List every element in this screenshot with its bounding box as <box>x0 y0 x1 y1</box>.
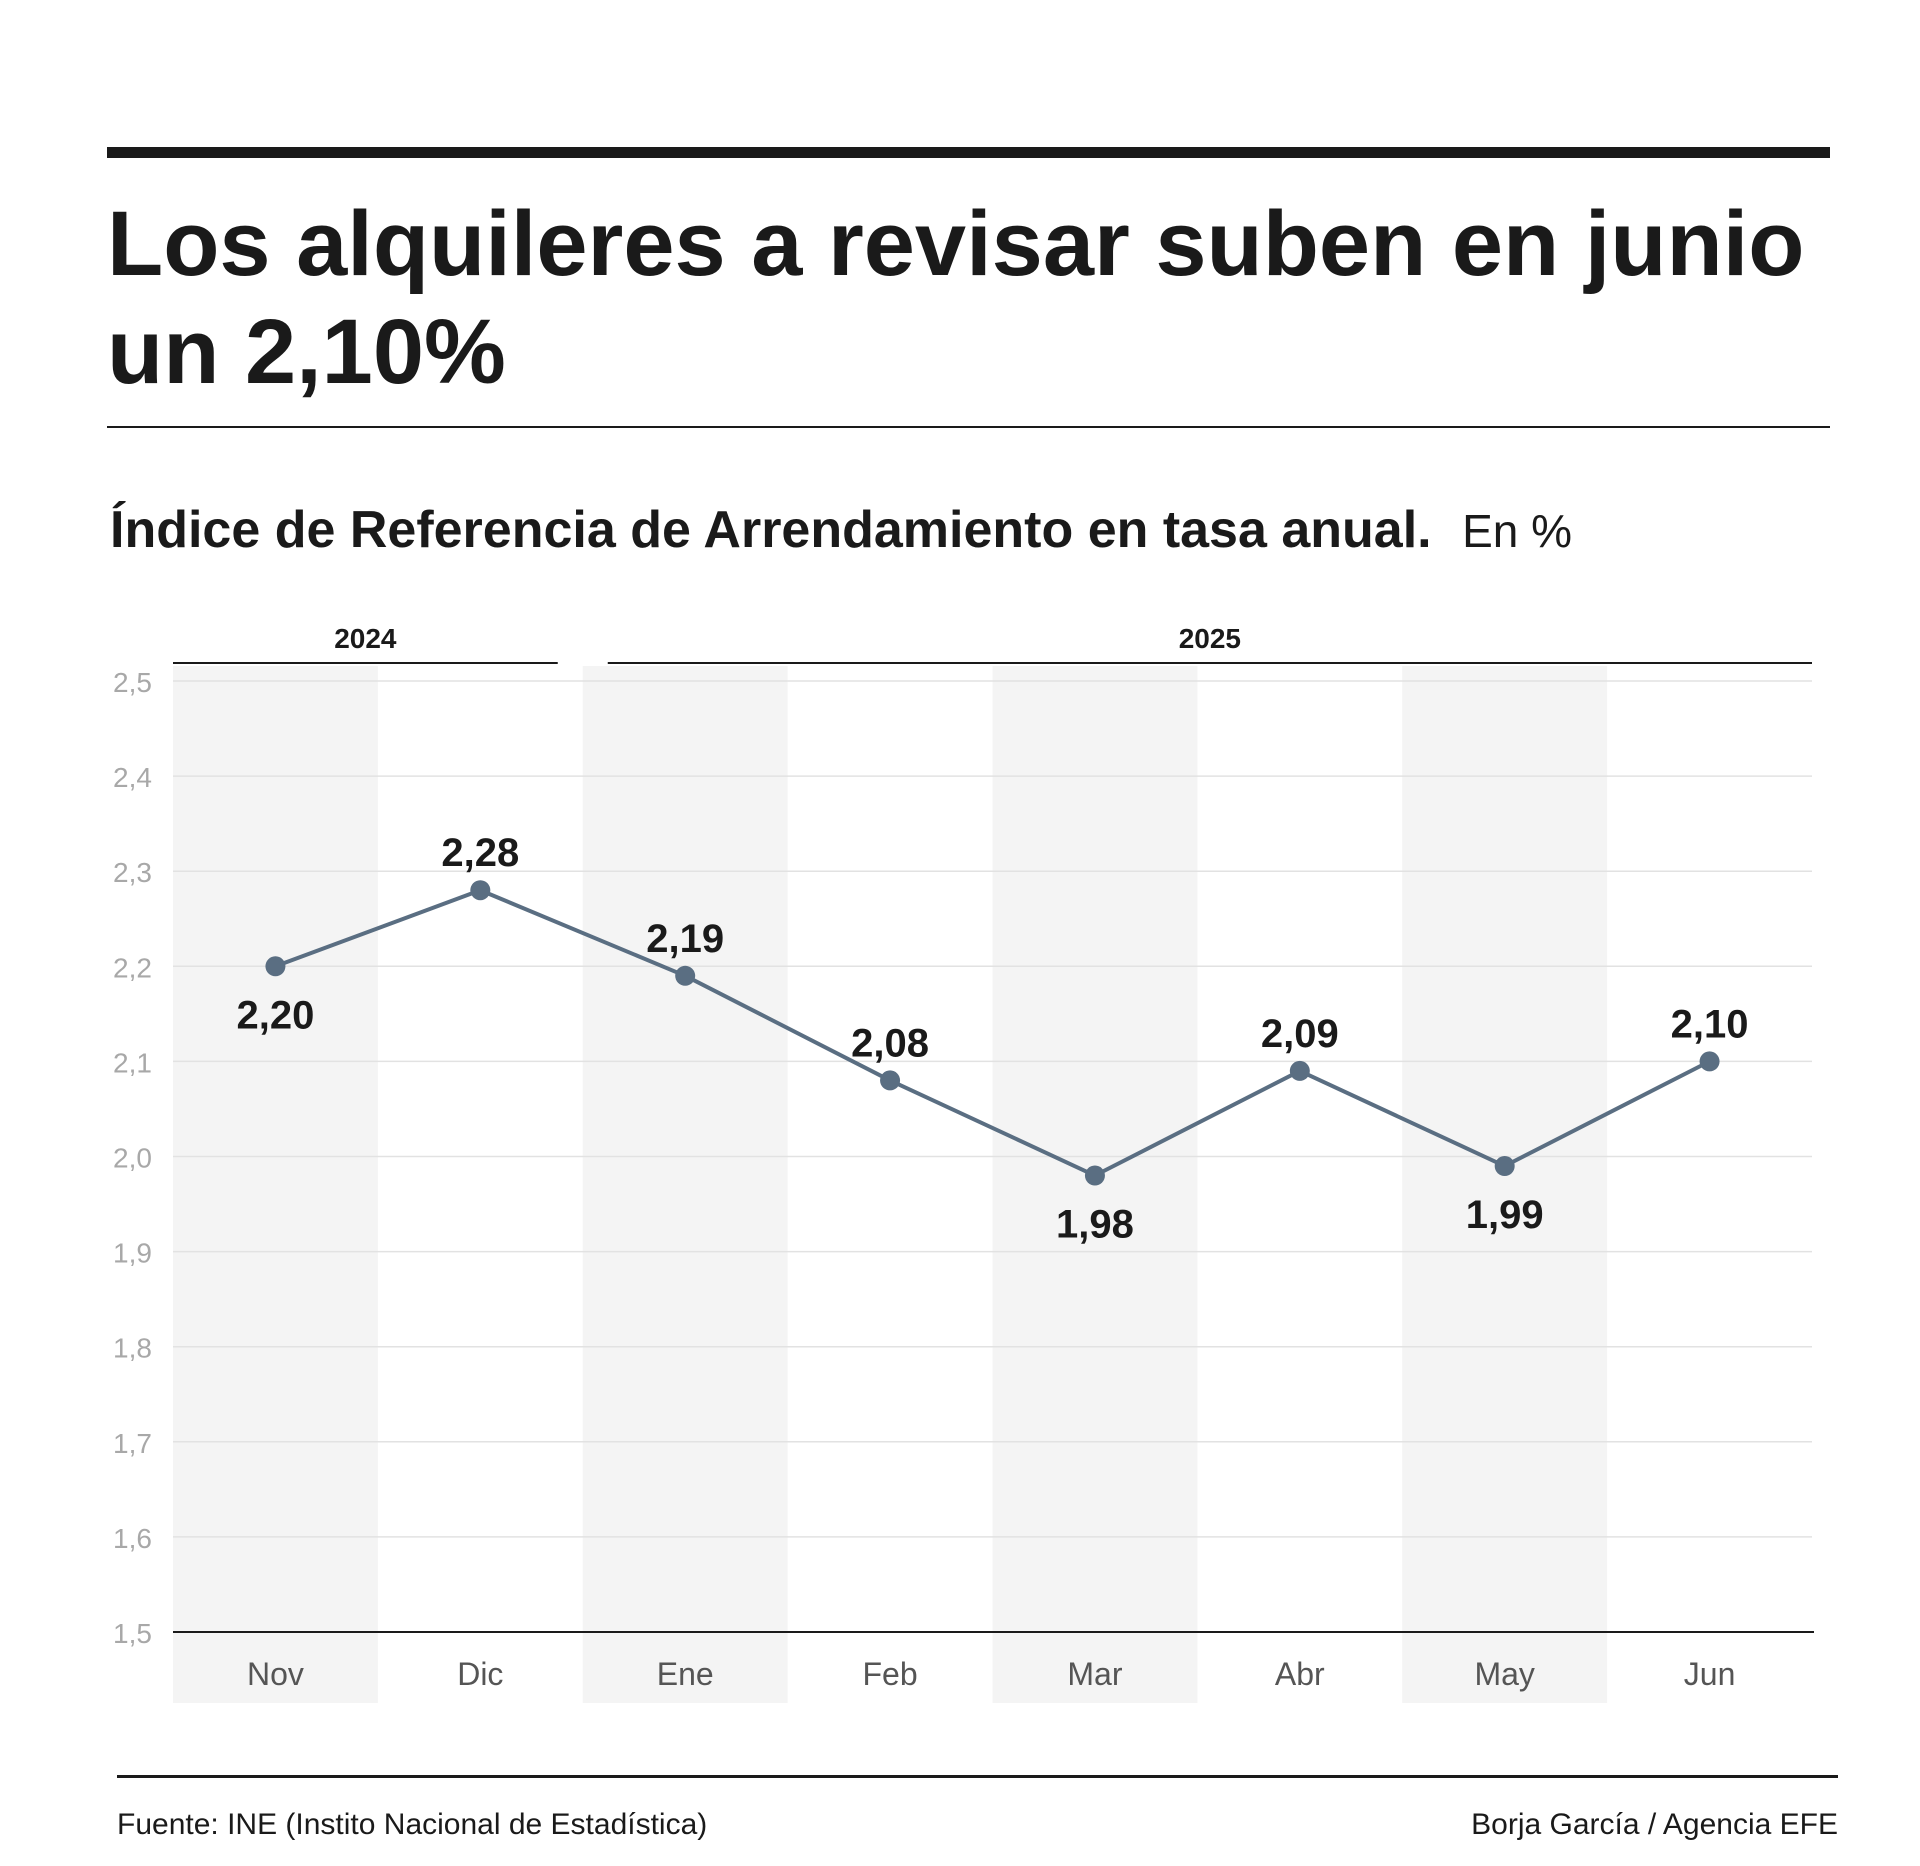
x-tick-label: Dic <box>457 1656 503 1692</box>
source-note: Fuente: INE (Instito Nacional de Estadís… <box>117 1808 708 1841</box>
data-point <box>265 956 286 977</box>
data-label: 1,99 <box>1466 1193 1544 1237</box>
column-band <box>582 666 788 1703</box>
x-tick-label: Feb <box>862 1656 917 1692</box>
data-label: 2,08 <box>851 1021 929 1065</box>
data-point <box>1699 1051 1720 1072</box>
y-tick-label: 2,3 <box>113 857 152 888</box>
data-label: 2,19 <box>646 917 724 961</box>
column-band <box>173 666 378 1703</box>
x-tick-label: May <box>1474 1656 1534 1692</box>
data-label: 1,98 <box>1056 1203 1134 1247</box>
data-point <box>1289 1060 1310 1081</box>
y-tick-label: 2,4 <box>113 762 152 793</box>
data-label: 2,20 <box>237 993 315 1037</box>
chart-title: Índice de Referencia de Arrendamiento en… <box>110 501 1432 559</box>
y-tick-label: 1,6 <box>113 1523 152 1554</box>
top-rule <box>107 147 1830 158</box>
data-point <box>675 965 696 986</box>
y-tick-label: 2,2 <box>113 952 152 983</box>
footer-rule <box>117 1775 1838 1778</box>
line-chart: 2,5 2,4 2,3 2,2 2,1 2,0 1,9 1,8 1,7 1,6 1,5 2024 202… <box>113 623 1814 1703</box>
data-point <box>1084 1165 1105 1186</box>
series-line <box>274 888 1711 1178</box>
x-tick-label: Nov <box>247 1656 304 1692</box>
chart-subtitle: Índice de Referencia de Arrendamiento en… <box>110 500 1572 560</box>
y-tick-label: 2,5 <box>113 667 152 698</box>
x-tick-label: Jun <box>1684 1656 1736 1692</box>
credit-note: Borja García / Agencia EFE <box>1471 1808 1838 1841</box>
data-label: 2,10 <box>1671 1002 1749 1046</box>
column-band <box>1402 666 1608 1703</box>
data-label: 2,09 <box>1261 1012 1339 1056</box>
chart-unit: En % <box>1462 505 1573 557</box>
y-tick-label: 2,1 <box>113 1047 152 1078</box>
x-tick-label: Ene <box>657 1656 714 1692</box>
y-tick-label: 2,0 <box>113 1143 152 1174</box>
year-label: 2025 <box>1179 623 1241 654</box>
data-point <box>880 1070 901 1091</box>
y-tick-label: 1,9 <box>113 1238 152 1269</box>
x-tick-label: Abr <box>1275 1656 1325 1692</box>
data-point <box>1494 1156 1515 1177</box>
y-tick-label: 1,7 <box>113 1428 152 1459</box>
x-tick-label: Mar <box>1067 1656 1122 1692</box>
y-tick-label: 1,8 <box>113 1333 152 1364</box>
headline-rule <box>107 426 1830 428</box>
y-tick-label: 1,5 <box>113 1618 152 1649</box>
year-label: 2024 <box>334 623 397 654</box>
data-label: 2,28 <box>441 831 519 875</box>
headline: Los alquileres a revisar suben en junio … <box>107 193 1805 403</box>
data-point <box>470 880 491 901</box>
